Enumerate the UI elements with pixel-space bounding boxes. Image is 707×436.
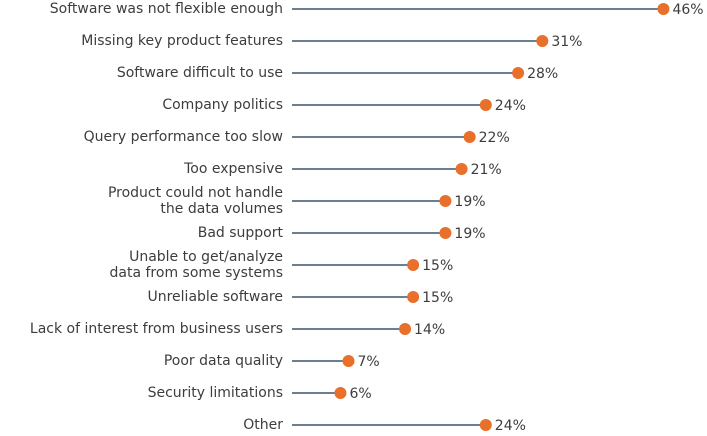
dot (463, 131, 476, 143)
dot (512, 67, 525, 79)
value-label: 14% (414, 322, 445, 338)
dot (439, 227, 452, 239)
value-label: 21% (471, 162, 502, 178)
category-label: Lack of interest from business users (29, 321, 283, 337)
dot (399, 323, 412, 335)
value-label: 31% (551, 34, 582, 50)
dot (439, 195, 452, 207)
value-label: 7% (358, 354, 380, 370)
category-label: Too expensive (184, 161, 283, 177)
category-label: Product could not handle the data volume… (107, 185, 283, 217)
dot (334, 387, 347, 399)
category-label: Security limitations (147, 385, 283, 401)
value-label: 15% (422, 290, 453, 306)
category-label: Company politics (162, 97, 283, 113)
dot (342, 355, 355, 367)
dot (479, 419, 492, 431)
value-label: 15% (422, 258, 453, 274)
dot (479, 99, 492, 111)
category-label: Missing key product features (81, 33, 283, 49)
value-label: 19% (454, 226, 485, 242)
value-label: 24% (495, 418, 526, 434)
category-label: Bad support (197, 225, 283, 241)
dot (407, 259, 420, 271)
dot (536, 35, 549, 47)
category-label: Query performance too slow (83, 129, 283, 145)
value-label: 46% (672, 2, 703, 18)
value-label: 22% (479, 130, 510, 146)
category-label: Unreliable software (147, 289, 283, 305)
dot (455, 163, 468, 175)
value-label: 19% (454, 194, 485, 210)
value-label: 28% (527, 66, 558, 82)
value-label: 6% (349, 386, 371, 402)
value-label: 24% (495, 98, 526, 114)
category-label: Software difficult to use (116, 65, 283, 81)
category-label: Software was not flexible enough (49, 1, 283, 17)
category-label: Poor data quality (163, 353, 283, 369)
dot (407, 291, 420, 303)
dot (657, 3, 670, 15)
category-label: Other (243, 417, 283, 433)
category-label: Unable to get/analyze data from some sys… (109, 249, 283, 281)
